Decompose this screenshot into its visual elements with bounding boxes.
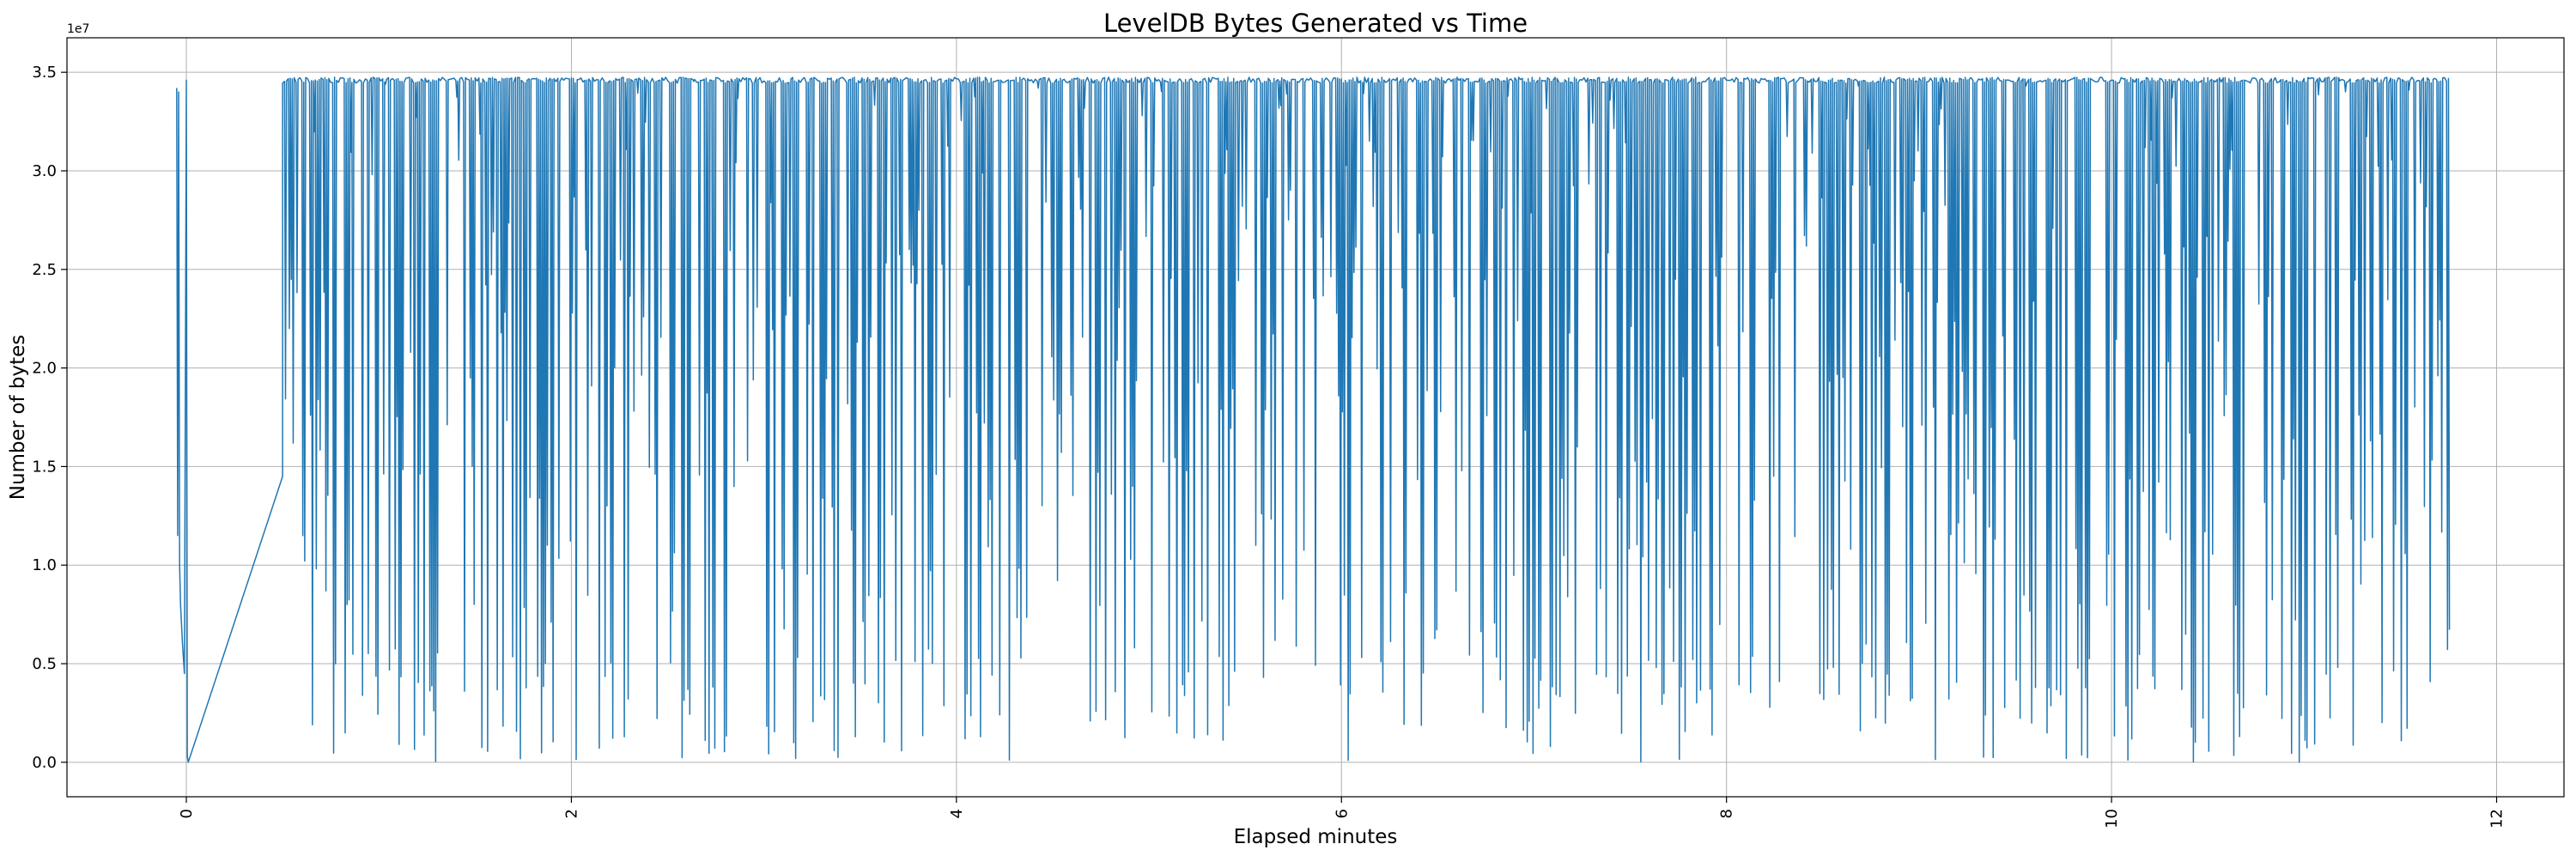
x-tick-label: 10 — [2103, 809, 2121, 829]
y-axis-label: Number of bytes — [7, 335, 29, 501]
y-offset-label: 1e7 — [67, 22, 89, 36]
y-tick-label: 0.5 — [32, 655, 57, 673]
series-line-bytes — [176, 76, 2451, 763]
x-tick-label: 12 — [2488, 809, 2506, 829]
y-tick-label: 0.0 — [32, 754, 57, 772]
plot-frame — [66, 37, 2565, 798]
y-tick-label: 1.5 — [32, 458, 57, 476]
series-layer — [176, 76, 2451, 763]
y-tick-label: 2.5 — [32, 261, 57, 279]
y-tick-label: 3.5 — [32, 64, 57, 82]
x-tick-label: 6 — [1333, 809, 1351, 818]
x-tick-label: 0 — [178, 809, 196, 818]
y-tick-label: 1.0 — [32, 556, 57, 574]
x-axis-label: Elapsed minutes — [1234, 826, 1398, 848]
y-tick-label: 3.0 — [32, 162, 57, 180]
chart-title: LevelDB Bytes Generated vs Time — [1103, 9, 1528, 38]
tick-layer: 0.0 0.5 1.0 1.5 2.0 2.5 3.0 3.5 0 2 4 6 8 10 12 — [32, 64, 2506, 829]
y-tick-label: 2.0 — [32, 360, 57, 378]
x-tick-label: 4 — [948, 809, 966, 818]
x-tick-label: 8 — [1718, 809, 1736, 818]
x-tick-label: 2 — [562, 809, 580, 818]
